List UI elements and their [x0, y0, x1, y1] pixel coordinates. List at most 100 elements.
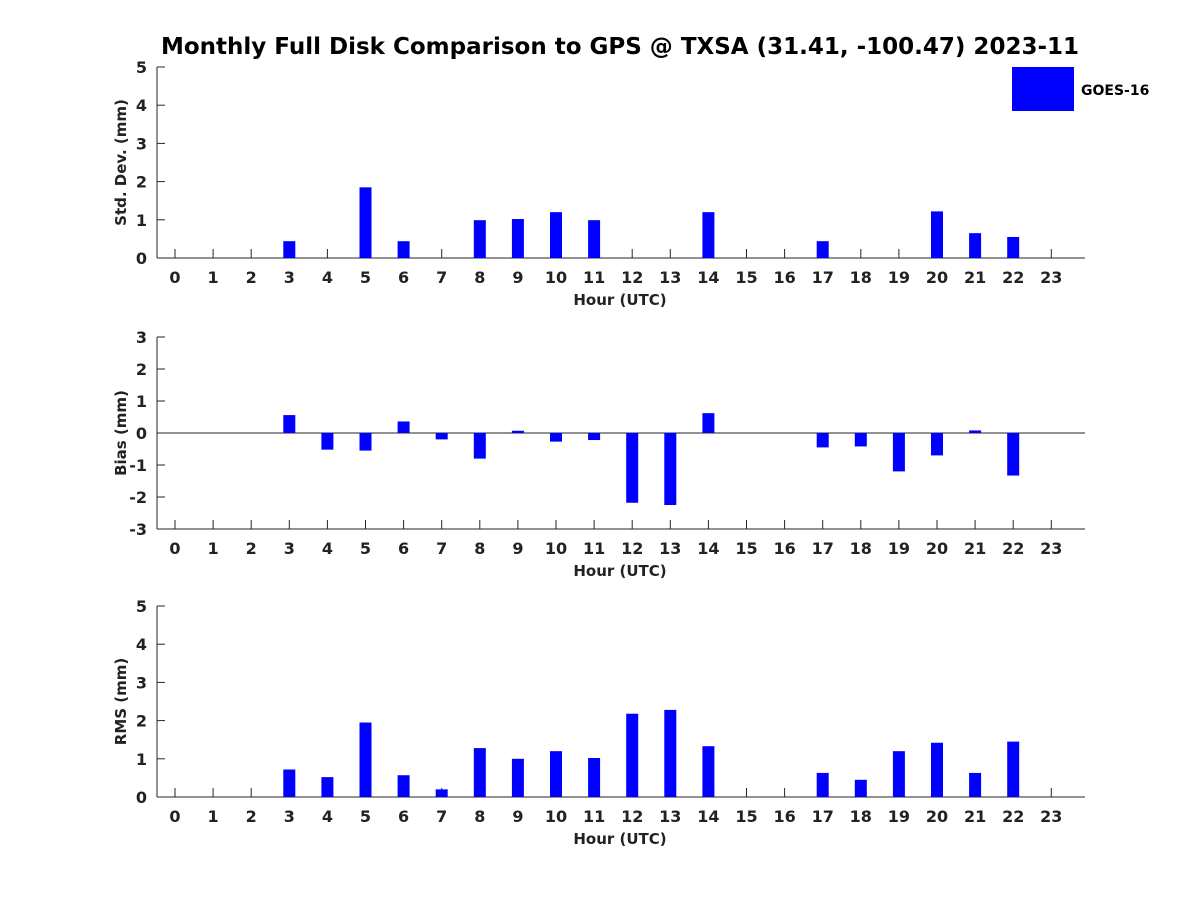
bar — [435, 789, 448, 797]
x-axis-label: Hour (UTC) — [573, 291, 666, 309]
bar — [931, 433, 943, 456]
x-tick-label: 2 — [246, 807, 257, 826]
bar — [359, 722, 372, 797]
bar — [397, 421, 410, 433]
x-tick-label: 4 — [322, 807, 333, 826]
bar — [702, 413, 715, 433]
bar — [588, 433, 601, 441]
y-axis-label: Bias (mm) — [112, 390, 130, 476]
bar — [550, 212, 562, 258]
bar — [626, 433, 639, 503]
y-tick-label: 0 — [136, 424, 147, 443]
y-tick-label: 4 — [136, 96, 147, 115]
x-tick-label: 21 — [964, 268, 986, 287]
bar — [816, 433, 829, 448]
x-tick-label: 23 — [1040, 539, 1062, 558]
x-tick-label: 11 — [583, 807, 605, 826]
x-tick-label: 20 — [926, 268, 948, 287]
bar — [511, 758, 524, 797]
bar — [283, 415, 296, 433]
x-tick-label: 10 — [545, 268, 567, 287]
x-tick-label: 4 — [322, 539, 333, 558]
y-axis-label: RMS (mm) — [112, 658, 130, 745]
bar — [473, 433, 486, 459]
y-tick-label: 1 — [136, 211, 147, 230]
bar — [321, 433, 334, 450]
bar — [969, 772, 982, 797]
bar — [1007, 741, 1020, 797]
y-tick-label: 5 — [136, 58, 147, 77]
bar — [969, 430, 982, 433]
x-tick-label: 13 — [659, 807, 681, 826]
bar — [511, 430, 524, 433]
y-tick-label: 3 — [136, 134, 147, 153]
x-tick-label: 7 — [436, 807, 447, 826]
bar — [397, 241, 410, 258]
bar — [892, 751, 905, 797]
x-tick-label: 17 — [812, 268, 834, 287]
x-tick-label: 10 — [545, 539, 567, 558]
x-axis-label: Hour (UTC) — [573, 562, 666, 580]
x-axis-label: Hour (UTC) — [573, 830, 666, 848]
bar — [702, 212, 715, 258]
y-tick-label: 2 — [136, 360, 147, 379]
x-tick-label: 10 — [545, 807, 567, 826]
x-tick-label: 1 — [208, 268, 219, 287]
x-tick-label: 22 — [1002, 807, 1024, 826]
bar — [473, 220, 486, 258]
x-tick-label: 16 — [773, 807, 795, 826]
x-tick-label: 4 — [322, 268, 333, 287]
x-tick-label: 3 — [284, 539, 295, 558]
x-tick-label: 5 — [360, 807, 371, 826]
x-tick-label: 22 — [1002, 268, 1024, 287]
bar — [626, 713, 639, 797]
x-tick-label: 23 — [1040, 268, 1062, 287]
legend-label: GOES-16 — [1081, 83, 1149, 99]
x-tick-label: 0 — [169, 539, 180, 558]
x-tick-label: 19 — [888, 268, 910, 287]
x-tick-label: 5 — [360, 268, 371, 287]
x-tick-label: 8 — [474, 268, 485, 287]
x-tick-label: 20 — [926, 539, 948, 558]
x-tick-label: 22 — [1002, 539, 1024, 558]
x-tick-label: 7 — [436, 268, 447, 287]
legend-swatch — [1012, 67, 1074, 111]
bar — [854, 433, 867, 447]
y-tick-label: -3 — [129, 520, 147, 539]
x-tick-label: 3 — [284, 807, 295, 826]
x-tick-label: 9 — [512, 539, 523, 558]
bar — [435, 433, 448, 440]
x-tick-label: 2 — [246, 268, 257, 287]
x-tick-label: 15 — [735, 539, 757, 558]
x-tick-label: 6 — [398, 539, 409, 558]
bar — [359, 187, 372, 258]
bar — [664, 709, 677, 797]
x-tick-label: 14 — [697, 539, 719, 558]
x-tick-label: 13 — [659, 268, 681, 287]
y-axis-label: Std. Dev. (mm) — [112, 99, 130, 226]
x-tick-label: 9 — [512, 807, 523, 826]
x-tick-label: 11 — [583, 268, 605, 287]
y-tick-label: 4 — [136, 635, 147, 654]
x-tick-label: 17 — [812, 539, 834, 558]
bar — [702, 746, 715, 797]
x-tick-label: 17 — [812, 807, 834, 826]
bar — [397, 775, 410, 797]
y-tick-label: -1 — [129, 456, 147, 475]
x-tick-label: 20 — [926, 807, 948, 826]
bar — [588, 758, 601, 797]
bar — [931, 742, 943, 797]
x-tick-label: 23 — [1040, 807, 1062, 826]
x-tick-label: 14 — [697, 807, 719, 826]
x-tick-label: 1 — [208, 539, 219, 558]
bar — [816, 772, 829, 797]
x-tick-label: 18 — [850, 268, 872, 287]
x-tick-label: 15 — [735, 807, 757, 826]
legend: GOES-16 — [1012, 67, 1149, 111]
y-tick-label: 0 — [136, 249, 147, 268]
bar — [1007, 433, 1020, 476]
